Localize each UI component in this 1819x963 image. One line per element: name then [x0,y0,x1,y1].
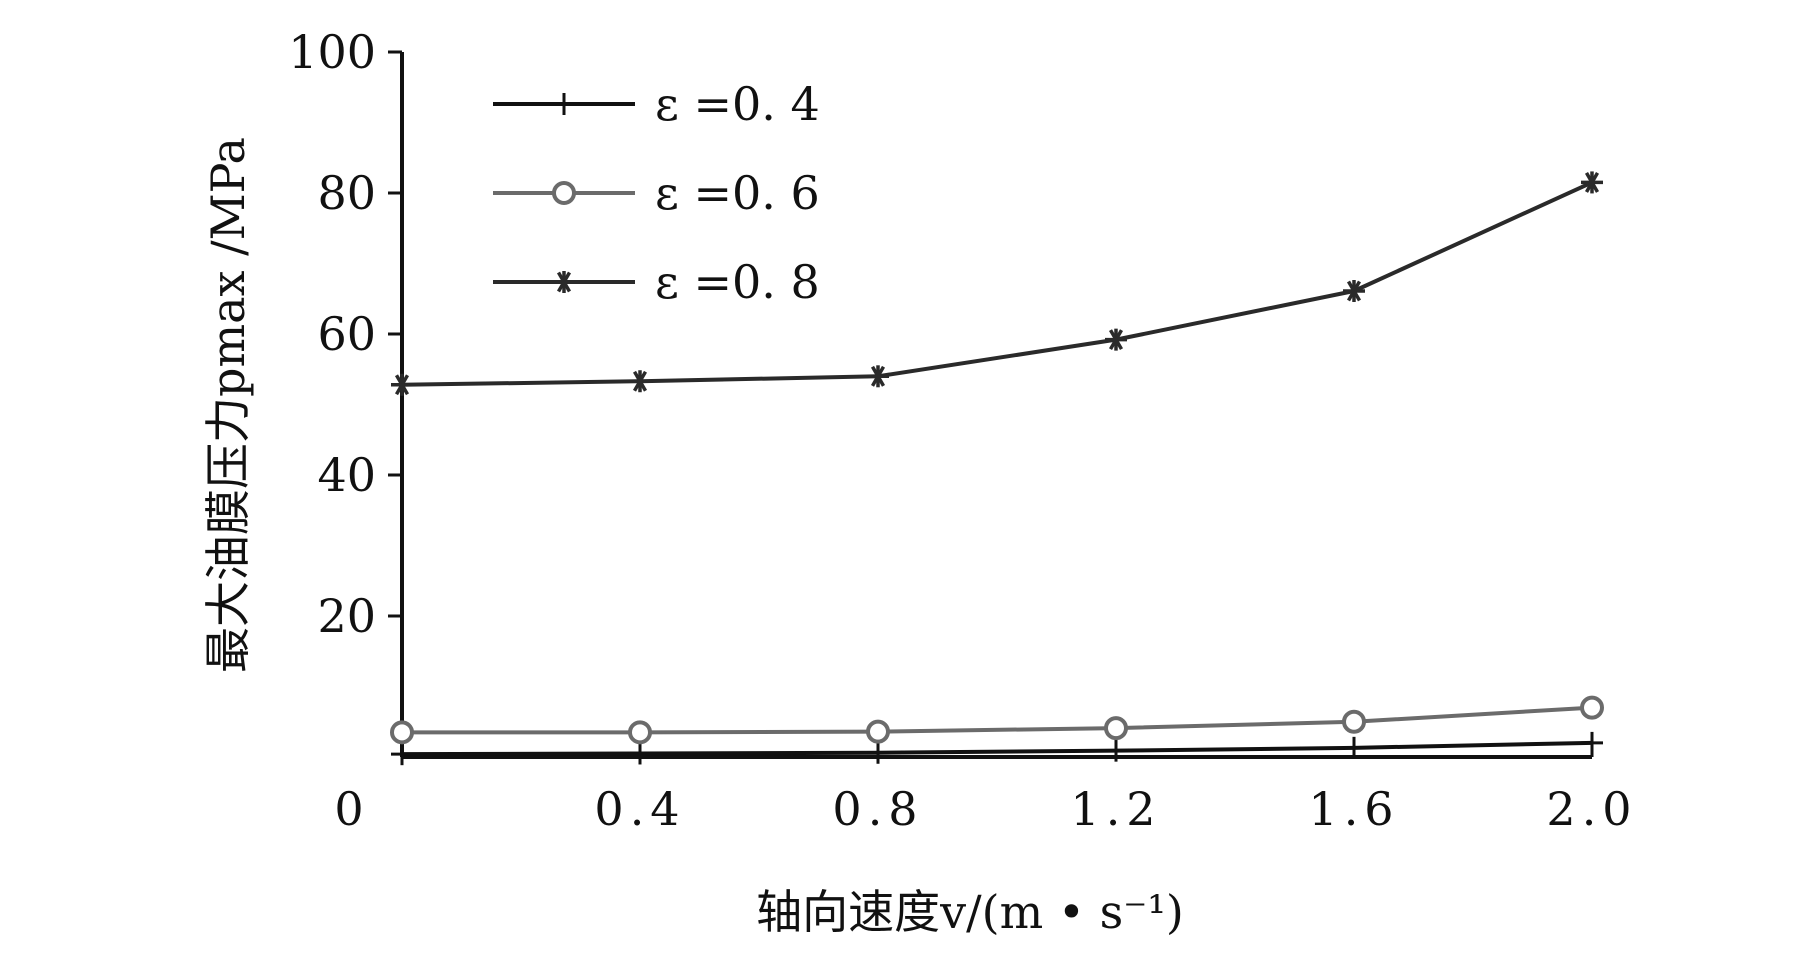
data-point-plus [1581,731,1603,754]
legend-label: ε =0. 6 [655,166,820,220]
data-point-plus [867,741,889,764]
y-axis-title: 最大油膜压力pmax /MPa [201,137,255,673]
series-line [402,705,1593,735]
y-tick-label: 60 [317,307,376,361]
data-point-circle [866,719,890,744]
axis-titles: 轴向速度v/(m • s⁻¹) 最大油膜压力pmax /MPa [201,137,1184,939]
data-point-plus [553,93,575,115]
data-point-circle [1580,695,1604,720]
legend-label: ε =0. 4 [655,77,820,131]
data-point-circle [1104,716,1128,741]
data-point-plus [629,742,651,765]
data-point-circle [552,181,576,205]
x-tick-label: 0.4 [594,782,685,836]
data-point-asterisk [867,365,889,388]
x-tick-label: 0 [334,782,369,836]
y-tick-label: 80 [317,166,376,220]
data-point-asterisk [1343,279,1365,302]
data-point-asterisk [1105,328,1127,351]
x-axis-title: 轴向速度v/(m • s⁻¹) [756,885,1184,939]
data-point-plus [1343,736,1365,759]
axes [388,50,1594,759]
y-tick-label: 100 [288,25,376,79]
data-point-circle [1342,709,1366,734]
data-point-asterisk [1581,171,1603,194]
series-3 [391,171,1603,396]
x-tick-label: 0.8 [832,782,923,836]
data-point-circle [628,720,652,745]
x-tick-label: 1.2 [1070,782,1161,836]
series-group [390,171,1604,766]
data-point-asterisk [629,370,651,393]
series-line [401,180,1593,387]
tick-labels: 20 40 60 80 100 0 0.4 0.8 1.2 1.6 2.0 [288,25,1637,836]
data-point-plus [391,743,413,766]
y-tick-label: 20 [317,589,376,643]
data-point-plus [1105,739,1127,762]
series-1 [391,731,1603,766]
data-point-asterisk [391,373,413,396]
x-tick-label: 2.0 [1546,782,1637,836]
series-line [401,740,1593,757]
y-tick-label: 40 [317,448,376,502]
x-tick-label: 1.6 [1308,782,1399,836]
legend: ε =0. 4 ε =0. 6 ε =0. 8 [493,77,820,309]
legend-label: ε =0. 8 [655,255,820,309]
legend-item: ε =0. 4 [493,77,820,131]
series-2 [390,695,1604,745]
data-point-asterisk [553,271,575,293]
legend-item: ε =0. 6 [493,166,820,220]
data-point-circle [390,720,414,745]
legend-item: ε =0. 8 [493,255,820,309]
